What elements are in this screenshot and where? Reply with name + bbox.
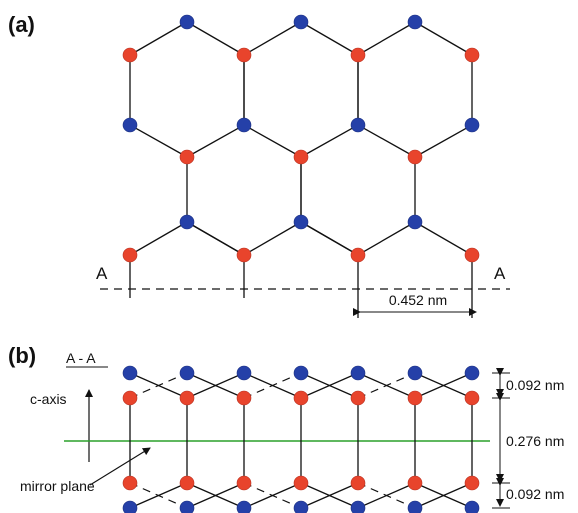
blue-atom [350, 500, 366, 513]
blue-atom [464, 117, 480, 133]
red-atom [464, 390, 480, 406]
red-atom [236, 475, 252, 491]
bond-a [186, 21, 245, 56]
bond-a [186, 221, 245, 256]
bond-a [129, 221, 188, 256]
top-zigzag-bond [186, 372, 245, 399]
red-atom [464, 247, 480, 263]
red-atom [179, 475, 195, 491]
red-atom [293, 149, 309, 165]
bond-a [300, 21, 359, 56]
side-view-lattice [122, 365, 480, 513]
dim-label-top: 0.092 nm [506, 377, 564, 393]
section-label-right: A [494, 264, 506, 283]
red-atom [293, 390, 309, 406]
bond-a [357, 221, 416, 256]
blue-atom [407, 365, 423, 381]
red-atom [350, 47, 366, 63]
bond-a [243, 21, 302, 56]
bond-a [243, 124, 302, 158]
bottom-zigzag-bond [414, 482, 473, 509]
c-axis-label: c-axis [30, 391, 67, 407]
blue-atom [293, 214, 309, 230]
blue-atom [122, 365, 138, 381]
bond-a [357, 21, 416, 56]
blue-atom [350, 365, 366, 381]
red-atom [122, 247, 138, 263]
bond-a [129, 21, 188, 56]
panel-a-label: (a) [8, 12, 35, 37]
bottom-zigzag-bond [300, 482, 359, 509]
red-atom [464, 47, 480, 63]
red-atom [236, 47, 252, 63]
blue-atom [179, 365, 195, 381]
bond-a [414, 124, 473, 158]
blue-atom [179, 14, 195, 30]
top-zigzag-bond [243, 372, 302, 399]
blue-atom [407, 214, 423, 230]
blue-atom [464, 365, 480, 381]
hexagonal-lattice-top-view [122, 14, 480, 318]
blue-atom [293, 500, 309, 513]
red-atom [122, 475, 138, 491]
bond-a [300, 221, 359, 256]
blue-atom [236, 365, 252, 381]
mirror-plane-pointer [89, 447, 151, 486]
bond-a [300, 124, 359, 158]
dim-label-middle: 0.276 nm [506, 433, 564, 449]
red-atom [122, 390, 138, 406]
top-zigzag-bond [357, 372, 416, 399]
dim-label-bottom: 0.092 nm [506, 486, 564, 502]
red-atom [464, 475, 480, 491]
blue-atom [407, 500, 423, 513]
spacing-label: 0.452 nm [389, 292, 447, 308]
red-atom [350, 390, 366, 406]
red-atom [350, 475, 366, 491]
blue-atom [407, 14, 423, 30]
bottom-zigzag-bond [243, 482, 302, 509]
bond-a [186, 124, 245, 158]
red-atom [350, 247, 366, 263]
blue-atom [293, 365, 309, 381]
mirror-plane-label: mirror plane [20, 478, 95, 494]
bottom-zigzag-bond [186, 482, 245, 509]
blue-atom [293, 14, 309, 30]
bond-a [357, 124, 416, 158]
red-atom [236, 247, 252, 263]
section-label-left: A [96, 264, 108, 283]
blue-atom [179, 500, 195, 513]
blue-atom [122, 117, 138, 133]
red-atom [179, 390, 195, 406]
blue-atom [236, 117, 252, 133]
blue-atom [464, 500, 480, 513]
bottom-zigzag-bond [357, 482, 416, 509]
red-atom [407, 390, 423, 406]
section-title: A - A [66, 350, 96, 366]
top-zigzag-bond [129, 372, 188, 399]
red-atom [122, 47, 138, 63]
bond-a [129, 124, 188, 158]
bond-a [414, 221, 473, 256]
red-atom [179, 149, 195, 165]
blue-atom [122, 500, 138, 513]
bond-a [414, 21, 473, 56]
bond-a [243, 221, 302, 256]
top-zigzag-bond [414, 372, 473, 399]
panel-b-label: (b) [8, 343, 36, 368]
red-atom [236, 390, 252, 406]
blue-atom [179, 214, 195, 230]
red-atom [293, 475, 309, 491]
bottom-zigzag-bond [129, 482, 188, 509]
red-atom [407, 149, 423, 165]
blue-atom [350, 117, 366, 133]
blue-atom [236, 500, 252, 513]
red-atom [407, 475, 423, 491]
top-zigzag-bond [300, 372, 359, 399]
